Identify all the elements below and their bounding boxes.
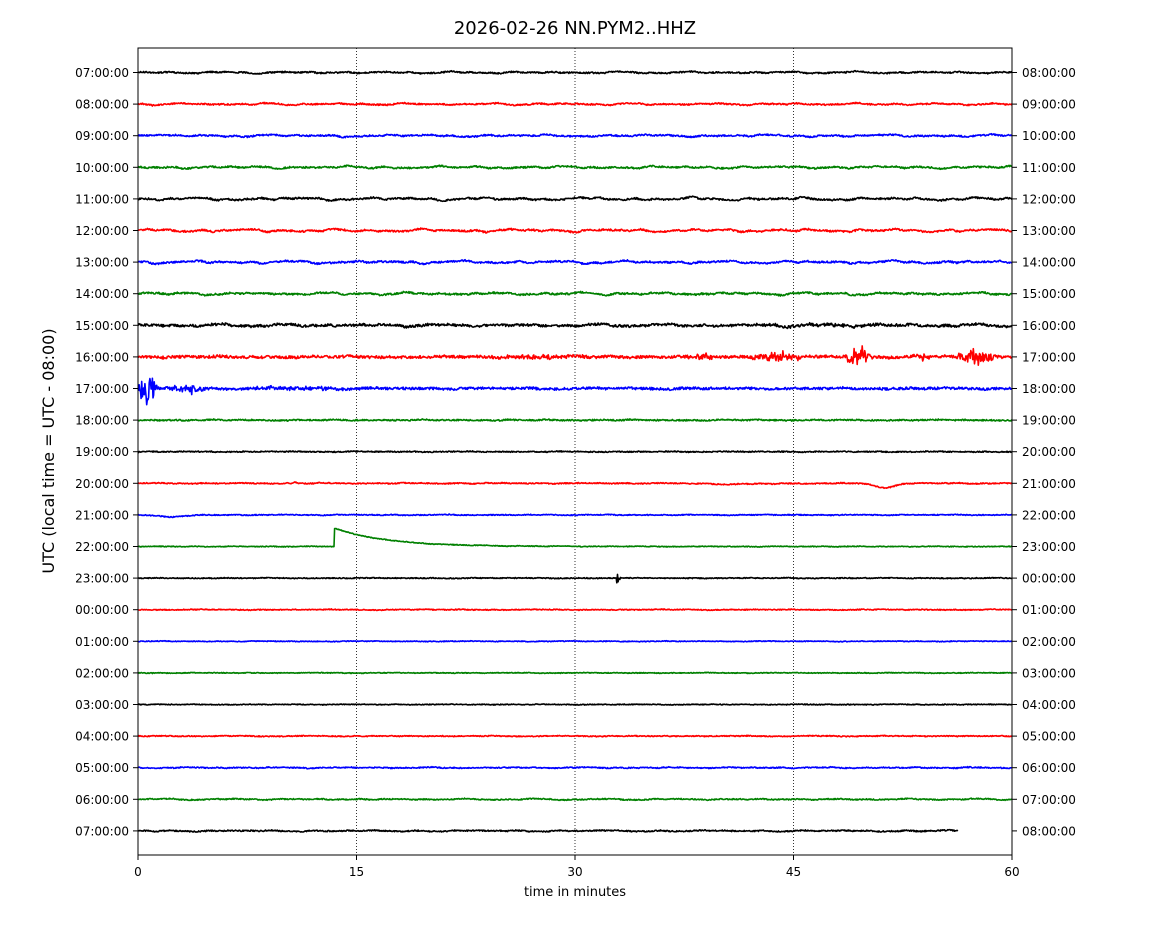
- trace-line: [137, 258, 1013, 266]
- traces: [137, 69, 1013, 833]
- trace-line: [137, 671, 1013, 675]
- right-tick-label: 12:00:00: [1022, 192, 1076, 206]
- trace-line: [137, 527, 1013, 548]
- right-tick-label: 01:00:00: [1022, 603, 1076, 617]
- left-tick-label: 22:00:00: [75, 540, 129, 554]
- x-tick-label: 60: [1004, 865, 1019, 879]
- right-tick-label: 23:00:00: [1022, 540, 1076, 554]
- left-tick-label: 07:00:00: [75, 66, 129, 80]
- trace-line: [137, 345, 1013, 367]
- trace-line: [137, 608, 1013, 612]
- right-tick-label: 04:00:00: [1022, 698, 1076, 712]
- trace-line: [137, 69, 1013, 75]
- right-tick-label: 07:00:00: [1022, 793, 1076, 807]
- right-tick-label: 13:00:00: [1022, 224, 1076, 238]
- left-tick-label: 01:00:00: [75, 635, 129, 649]
- right-tick-label: 18:00:00: [1022, 382, 1076, 396]
- right-tick-label: 05:00:00: [1022, 730, 1076, 744]
- trace-line: [137, 828, 959, 833]
- right-tick-label: 09:00:00: [1022, 98, 1076, 112]
- trace-line: [137, 101, 1013, 107]
- left-tick-label: 07:00:00: [75, 824, 129, 838]
- trace-line: [137, 797, 1013, 802]
- right-tick-label: 00:00:00: [1022, 572, 1076, 586]
- x-tick-label: 45: [786, 865, 801, 879]
- left-tick-label: 03:00:00: [75, 698, 129, 712]
- trace-line: [137, 639, 1013, 643]
- left-tick-label: 20:00:00: [75, 477, 129, 491]
- left-tick-label: 23:00:00: [75, 572, 129, 586]
- right-tick-label: 17:00:00: [1022, 350, 1076, 364]
- trace-line: [137, 321, 1013, 330]
- left-tick-label: 19:00:00: [75, 445, 129, 459]
- left-tick-label: 10:00:00: [75, 161, 129, 175]
- trace-line: [137, 481, 1013, 490]
- right-tick-label: 10:00:00: [1022, 129, 1076, 143]
- grid-lines: [356, 48, 794, 855]
- left-tick-label: 15:00:00: [75, 319, 129, 333]
- right-tick-label: 15:00:00: [1022, 287, 1076, 301]
- left-tick-label: 09:00:00: [75, 129, 129, 143]
- left-tick-label: 13:00:00: [75, 256, 129, 270]
- left-tick-label: 08:00:00: [75, 98, 129, 112]
- left-tick-label: 16:00:00: [75, 350, 129, 364]
- trace-line: [137, 377, 1013, 406]
- left-tick-label: 17:00:00: [75, 382, 129, 396]
- x-axis-label: time in minutes: [524, 885, 626, 900]
- right-tick-label: 08:00:00: [1022, 824, 1076, 838]
- right-tick-label: 11:00:00: [1022, 161, 1076, 175]
- trace-line: [137, 765, 1013, 770]
- trace-line: [137, 734, 1013, 738]
- y-axis-label: UTC (local time = UTC - 08:00): [39, 328, 58, 573]
- x-tick-label: 0: [134, 865, 142, 879]
- right-tick-label: 19:00:00: [1022, 414, 1076, 428]
- right-axis: 08:00:00 09:00:00 10:00:00 11:00:00 12:00:00…: [1012, 66, 1076, 838]
- right-tick-label: 03:00:00: [1022, 666, 1076, 680]
- left-tick-label: 11:00:00: [75, 192, 129, 206]
- x-axis: 0 15 30 45 60: [134, 855, 1020, 879]
- trace-line: [137, 132, 1013, 139]
- right-tick-label: 02:00:00: [1022, 635, 1076, 649]
- trace-line: [137, 573, 1013, 584]
- right-tick-label: 08:00:00: [1022, 66, 1076, 80]
- trace-line: [137, 703, 1013, 707]
- right-tick-label: 06:00:00: [1022, 761, 1076, 775]
- right-tick-label: 14:00:00: [1022, 256, 1076, 270]
- left-tick-label: 02:00:00: [75, 666, 129, 680]
- left-tick-label: 12:00:00: [75, 224, 129, 238]
- left-tick-label: 21:00:00: [75, 508, 129, 522]
- trace-line: [137, 449, 1013, 454]
- right-tick-label: 20:00:00: [1022, 445, 1076, 459]
- trace-line: [137, 164, 1013, 171]
- right-tick-label: 16:00:00: [1022, 319, 1076, 333]
- trace-line: [137, 290, 1013, 297]
- left-tick-label: 18:00:00: [75, 414, 129, 428]
- right-tick-label: 21:00:00: [1022, 477, 1076, 491]
- x-tick-label: 15: [349, 865, 364, 879]
- left-tick-label: 05:00:00: [75, 761, 129, 775]
- trace-line: [137, 513, 1013, 519]
- trace-line: [137, 227, 1013, 234]
- trace-line: [137, 418, 1013, 423]
- trace-line: [137, 195, 1013, 203]
- left-tick-label: 00:00:00: [75, 603, 129, 617]
- left-tick-label: 14:00:00: [75, 287, 129, 301]
- right-tick-label: 22:00:00: [1022, 508, 1076, 522]
- chart-title: 2026-02-26 NN.PYM2..HHZ: [454, 18, 696, 39]
- left-tick-label: 06:00:00: [75, 793, 129, 807]
- left-axis: 07:00:00 08:00:00 09:00:00 10:00:00 11:00:00…: [75, 66, 138, 838]
- left-tick-label: 04:00:00: [75, 730, 129, 744]
- x-tick-label: 30: [567, 865, 582, 879]
